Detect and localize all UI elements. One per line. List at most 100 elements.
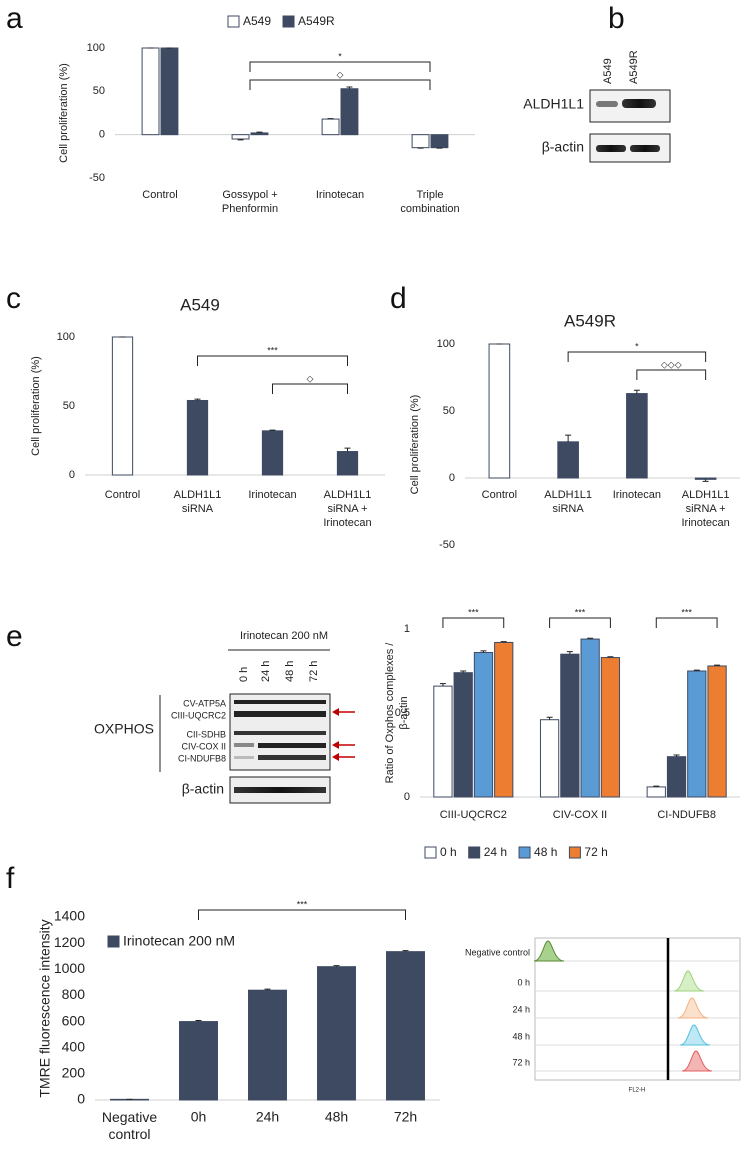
bar <box>160 47 179 136</box>
error-bar <box>460 670 467 673</box>
bar <box>231 134 250 140</box>
y-tick-label: 0.5 <box>395 707 410 719</box>
arrow-head <box>332 708 339 761</box>
y-tick-label: 50 <box>63 400 75 412</box>
significance-bracket <box>636 369 707 380</box>
legend-label: 72 h <box>584 845 607 859</box>
error-bar <box>653 785 660 787</box>
legend-swatch <box>282 15 295 28</box>
significance-label: *** <box>575 607 586 617</box>
error-bar <box>256 131 263 133</box>
bar <box>433 685 453 798</box>
chart-title: A549R <box>564 311 616 330</box>
blot-band <box>596 145 626 152</box>
flow-row-label: Negative control <box>465 947 530 957</box>
legend-swatch <box>568 846 581 859</box>
y-tick-label: 100 <box>57 331 75 343</box>
panel-letter: c <box>6 282 21 315</box>
bar <box>646 786 666 798</box>
y-tick-label: -50 <box>89 172 105 184</box>
flow-histogram <box>677 997 709 1019</box>
complex-label: CIII-UQCRC2 <box>171 710 226 720</box>
bar <box>179 1021 218 1101</box>
blot-band <box>234 700 326 704</box>
significance-bracket <box>549 617 611 628</box>
significance-label: *** <box>267 345 278 355</box>
row-label: ALDH1L1 <box>523 96 584 112</box>
blot-band <box>234 731 326 735</box>
blot-band <box>234 787 326 793</box>
y-tick-label: 100 <box>87 42 105 54</box>
x-tick-label: 72h <box>394 1109 417 1125</box>
x-tick-label: CIII-UQCRC2 <box>440 809 507 821</box>
significance-label: * <box>338 51 342 61</box>
x-tick-label: Negative control <box>102 1109 157 1142</box>
y-tick-label: 100 <box>437 338 455 350</box>
bar <box>261 430 284 476</box>
error-bar <box>480 650 487 653</box>
y-axis-label: Ratio of Oxphos complexes / β-actin <box>384 642 410 784</box>
flow-row-label: 48 h <box>512 1031 530 1041</box>
y-tick-label: 0 <box>99 129 105 141</box>
x-tick-label: 24h <box>256 1109 279 1125</box>
x-tick-label: 0h <box>191 1109 207 1125</box>
legend-swatch <box>518 846 531 859</box>
y-axis-label: Cell proliferation (%) <box>409 395 421 495</box>
bar <box>336 451 359 476</box>
legend-swatch <box>107 935 120 948</box>
significance-bracket <box>249 79 431 90</box>
bar <box>111 336 134 476</box>
x-tick-label: Control <box>142 189 177 201</box>
y-tick-label: 1 <box>404 623 410 635</box>
bar <box>626 393 648 479</box>
lane-label: A549R <box>628 50 640 84</box>
text-line: siRNA <box>553 503 585 515</box>
y-tick-label: 0 <box>77 1091 85 1107</box>
error-bar <box>333 965 340 967</box>
text-line: β-actin <box>398 696 410 729</box>
bar <box>321 118 340 136</box>
text-line: Negative <box>102 1109 157 1125</box>
blot-band <box>234 756 254 759</box>
y-axis-label: Cell proliferation (%) <box>58 63 70 163</box>
y-axis-label: Cell proliferation (%) <box>30 356 42 456</box>
significance-label: * <box>635 341 639 351</box>
text-line: ALDH1L1 <box>324 489 372 501</box>
significance-bracket <box>442 617 505 628</box>
flow-histogram <box>533 940 565 962</box>
bar <box>250 132 269 136</box>
legend-swatch <box>227 15 240 28</box>
bar <box>557 441 579 479</box>
error-bar <box>195 1020 202 1022</box>
complex-label: CV-ATP5A <box>183 698 226 708</box>
text-line: Irinotecan <box>323 517 371 529</box>
y-tick-label: 0 <box>69 469 75 481</box>
blot-band <box>630 145 660 152</box>
bar <box>317 966 356 1101</box>
bar <box>453 672 473 798</box>
lane-label: 24 h <box>260 661 272 682</box>
text-line: Phenformin <box>222 203 278 215</box>
significance-bracket <box>249 61 431 72</box>
significance-bracket <box>567 351 707 362</box>
text-line: Triple <box>416 189 443 201</box>
legend-swatch <box>468 846 481 859</box>
text-line: ALDH1L1 <box>544 489 592 501</box>
x-tick-label: Irinotecan <box>248 489 296 501</box>
x-tick-label: ALDH1L1 siRNA <box>174 489 222 515</box>
text-line: Ratio of Oxphos complexes / <box>384 642 396 784</box>
error-bar <box>693 669 700 671</box>
y-tick-label: 600 <box>62 1012 86 1028</box>
error-bar <box>402 950 409 952</box>
y-axis-label: TMRE fluorescence intensity <box>37 919 53 1097</box>
error-bar <box>566 651 573 655</box>
bar <box>687 670 707 798</box>
bar <box>186 399 209 476</box>
panel-letter: a <box>6 2 23 35</box>
legend-label: 0 h <box>440 845 457 859</box>
bar <box>600 657 621 798</box>
bar <box>560 653 580 798</box>
flow-x-label: FL2-H <box>629 1088 646 1094</box>
bar <box>488 343 511 479</box>
legend-label: A549 <box>243 14 271 28</box>
